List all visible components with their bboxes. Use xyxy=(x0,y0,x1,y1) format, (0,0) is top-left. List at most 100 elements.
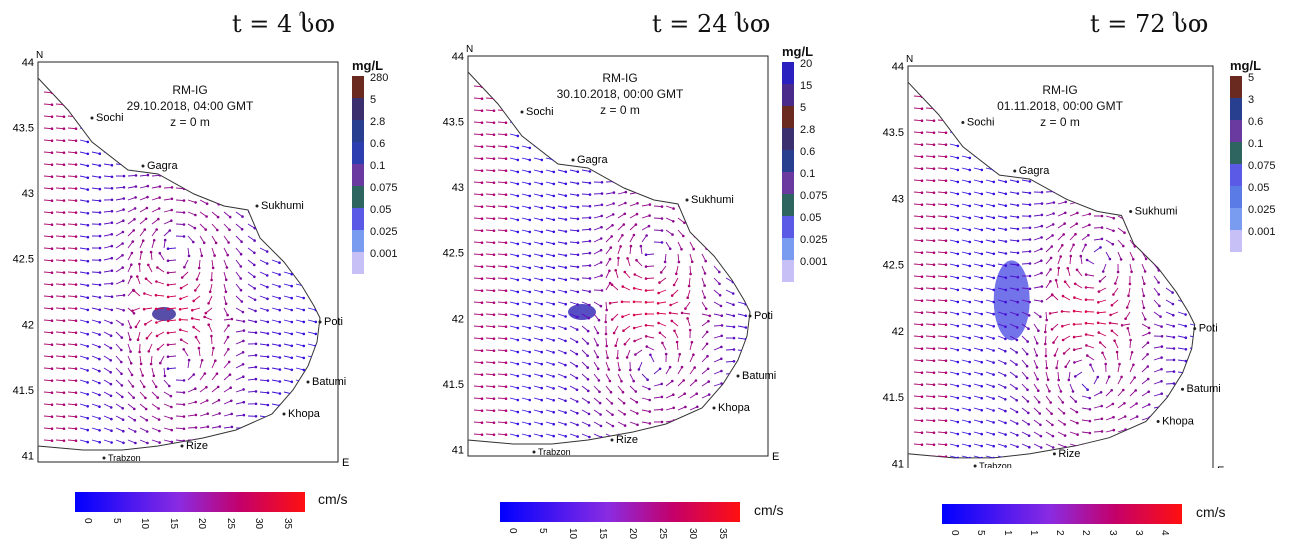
arrow-head xyxy=(720,334,723,338)
current-arrow xyxy=(749,181,750,185)
current-arrow xyxy=(1141,263,1146,272)
arrow-head xyxy=(1173,73,1176,76)
current-arrow xyxy=(211,360,216,369)
arrow-head xyxy=(1004,240,1008,243)
arrow-head xyxy=(110,80,114,84)
arrow-head xyxy=(62,295,66,298)
arrow-head xyxy=(139,362,143,366)
current-arrow xyxy=(188,68,196,70)
current-arrow xyxy=(533,229,542,233)
current-arrow xyxy=(296,452,304,454)
arrow-head xyxy=(254,377,258,381)
arrow-head xyxy=(600,448,603,451)
arrow-head xyxy=(74,151,78,154)
arrow-head xyxy=(1088,396,1091,400)
arrow-head xyxy=(609,246,613,249)
arrow-head xyxy=(74,319,78,323)
arrow-head xyxy=(596,367,600,371)
current-arrow xyxy=(634,313,643,316)
arrow-head xyxy=(1183,266,1187,269)
current-arrow xyxy=(43,259,53,262)
arrow-head xyxy=(968,300,972,304)
current-arrow xyxy=(497,85,507,88)
arrow-head xyxy=(226,335,230,339)
current-arrow xyxy=(545,325,554,329)
current-arrow xyxy=(223,349,229,357)
arrow-head xyxy=(552,254,556,258)
current-arrow xyxy=(521,73,530,77)
current-arrow xyxy=(91,139,100,143)
current-arrow xyxy=(701,181,710,186)
arrow-head xyxy=(98,246,102,250)
current-arrow xyxy=(569,385,578,391)
current-arrow xyxy=(1118,72,1126,74)
current-arrow xyxy=(235,319,244,322)
current-arrow xyxy=(1081,395,1090,399)
arrow-head xyxy=(588,204,592,208)
arrow-head xyxy=(1112,293,1115,296)
current-arrow xyxy=(545,361,554,365)
current-arrow xyxy=(533,301,542,305)
current-arrow xyxy=(103,331,112,337)
arrow-head xyxy=(1146,232,1150,235)
arrow-head xyxy=(480,121,484,124)
arrow-head xyxy=(968,420,971,424)
current-arrow xyxy=(1165,155,1174,159)
current-arrow xyxy=(55,223,65,226)
current-arrow xyxy=(497,409,507,412)
current-arrow xyxy=(1111,299,1119,306)
place-marker xyxy=(255,204,259,208)
arrow-head xyxy=(230,140,233,144)
current-arrow xyxy=(1153,227,1161,234)
arrow-head xyxy=(74,163,78,166)
arrow-head xyxy=(480,421,484,425)
current-arrow xyxy=(1202,360,1210,362)
current-arrow xyxy=(545,409,554,413)
current-arrow xyxy=(139,367,144,376)
arrow-head xyxy=(1148,181,1151,185)
arrow-head xyxy=(980,300,984,304)
current-arrow xyxy=(485,373,495,376)
current-arrow xyxy=(1117,429,1126,433)
arrow-head xyxy=(87,69,90,72)
current-arrow xyxy=(749,205,750,209)
current-arrow xyxy=(1177,179,1186,183)
current-arrow xyxy=(235,363,244,369)
current-arrow xyxy=(1202,180,1210,182)
arrow-head xyxy=(586,366,589,369)
current-arrow xyxy=(91,151,100,155)
current-arrow xyxy=(103,245,112,249)
arrow-head xyxy=(720,382,723,385)
arrow-head xyxy=(327,153,330,156)
arrow-head xyxy=(290,224,294,228)
current-arrow xyxy=(689,145,698,149)
current-arrow xyxy=(139,218,147,225)
arrow-head xyxy=(1057,378,1060,382)
current-arrow xyxy=(645,253,655,256)
arrow-head xyxy=(327,225,330,228)
current-arrow xyxy=(1153,191,1162,196)
current-arrow xyxy=(653,229,663,231)
place-marker xyxy=(180,444,184,448)
current-arrow xyxy=(192,317,201,321)
current-arrow xyxy=(485,265,495,268)
current-arrow xyxy=(701,265,706,274)
arrow-head xyxy=(166,367,170,371)
current-arrow xyxy=(997,275,1006,279)
arrow-head xyxy=(1111,402,1115,406)
current-arrow xyxy=(762,182,770,184)
arrow-head xyxy=(528,326,532,330)
current-arrow xyxy=(140,452,148,455)
current-arrow xyxy=(973,407,982,411)
current-arrow xyxy=(985,383,994,388)
arrow-head xyxy=(769,87,772,90)
arrow-head xyxy=(278,308,282,312)
current-arrow xyxy=(319,427,320,431)
current-arrow xyxy=(259,91,268,95)
arrow-head xyxy=(672,146,676,150)
arrow-head xyxy=(86,405,89,408)
current-arrow xyxy=(1129,179,1138,184)
current-arrow xyxy=(961,155,970,159)
arrow-head xyxy=(1196,229,1199,232)
current-arrow xyxy=(925,155,935,158)
